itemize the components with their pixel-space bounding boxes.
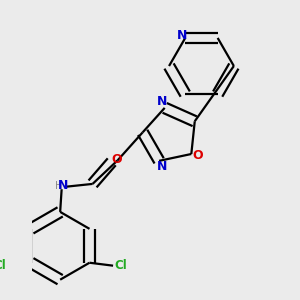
Text: O: O [112,153,122,166]
Text: N: N [157,95,167,109]
Text: N: N [58,179,69,192]
Text: N: N [157,160,167,173]
Text: Cl: Cl [114,259,127,272]
Text: Cl: Cl [0,259,6,272]
Text: H: H [55,181,62,191]
Text: N: N [176,29,187,42]
Text: O: O [193,149,203,162]
